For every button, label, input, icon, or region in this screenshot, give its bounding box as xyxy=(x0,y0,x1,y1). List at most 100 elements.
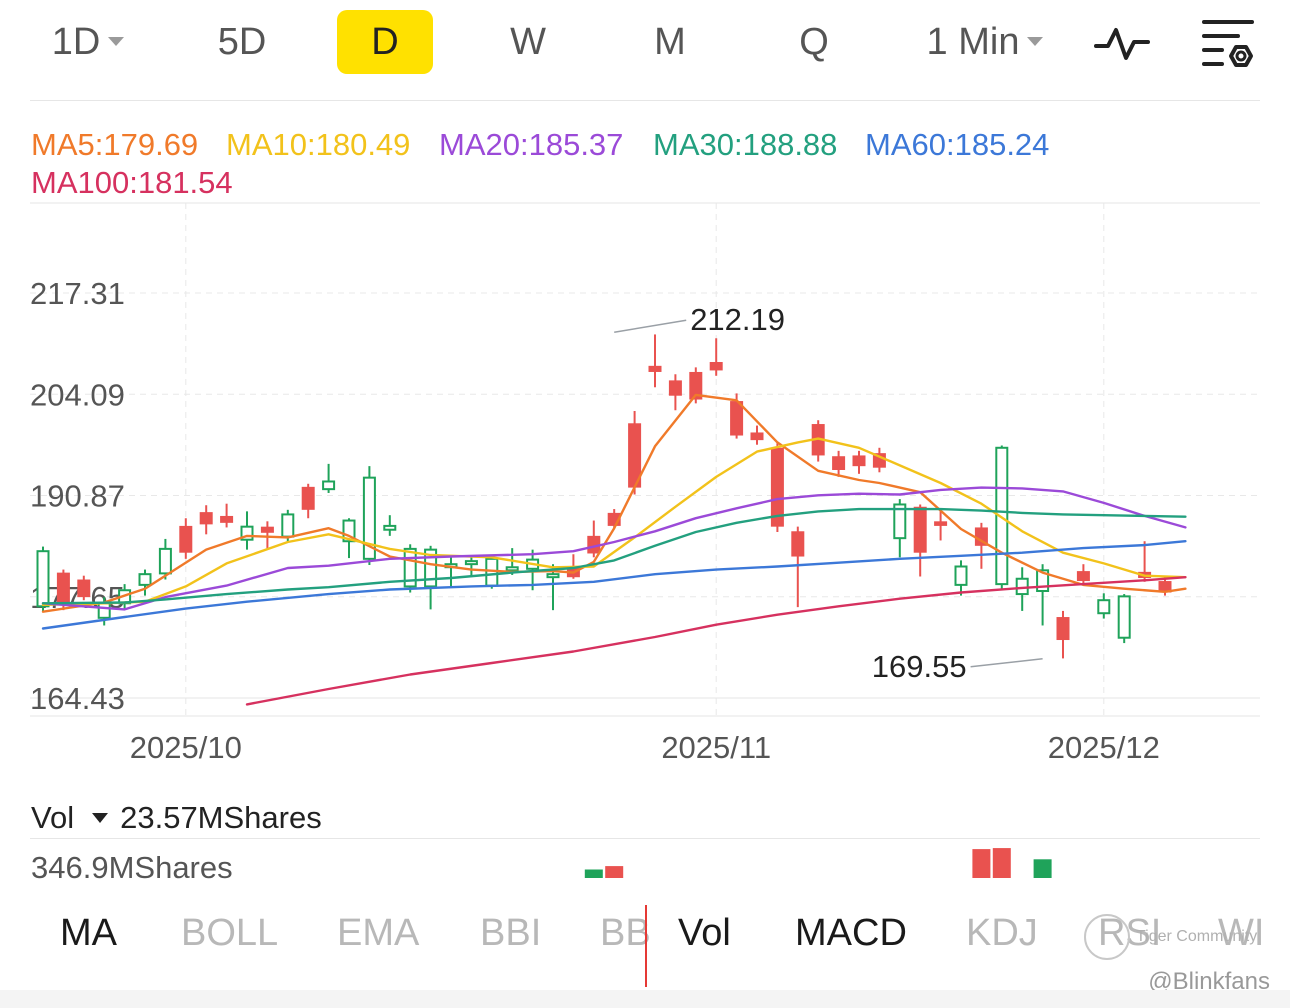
candle xyxy=(1097,593,1111,619)
candle xyxy=(362,466,376,565)
y-tick-label: 204.09 xyxy=(30,377,125,412)
candle-body xyxy=(505,566,519,572)
period-m[interactable]: M xyxy=(620,10,720,74)
tiger-community-logo-icon xyxy=(1084,914,1130,960)
candle-body xyxy=(689,371,703,400)
tab-boll[interactable]: BOLL xyxy=(181,912,279,954)
candle-body xyxy=(138,573,152,586)
candle-body xyxy=(301,486,315,510)
candle xyxy=(770,443,784,533)
candle-body xyxy=(1076,571,1090,582)
candle xyxy=(750,425,764,445)
candle-body xyxy=(893,503,907,540)
chevron-down-icon xyxy=(108,37,125,47)
annotation-high-label: 212.19 xyxy=(690,302,785,337)
period-1min[interactable]: 1 Min xyxy=(910,10,1060,74)
ma20-label: MA20:185.37 xyxy=(439,127,624,162)
candle xyxy=(36,546,50,611)
watermark-community: Tiger Community xyxy=(1136,928,1258,945)
candle-body xyxy=(1036,569,1050,593)
candle-body xyxy=(240,525,254,541)
tab-ma[interactable]: MA xyxy=(60,912,117,954)
candle-body xyxy=(220,515,234,523)
candle-body xyxy=(342,519,356,543)
ma100-label: MA100:181.54 xyxy=(31,165,233,200)
candle-body xyxy=(546,573,560,579)
ma30-label: MA30:188.88 xyxy=(653,127,838,162)
tab-bb[interactable]: BB xyxy=(600,912,651,954)
candle-body xyxy=(77,579,91,598)
period-w[interactable]: W xyxy=(478,10,578,74)
period-1min-label: 1 Min xyxy=(926,21,1020,63)
chart-settings-icon[interactable] xyxy=(1200,16,1256,68)
candle xyxy=(199,505,213,535)
annotation-low-label: 169.55 xyxy=(872,649,967,684)
period-q[interactable]: Q xyxy=(764,10,864,74)
x-tick-label: 2025/10 xyxy=(130,730,242,765)
tab-wi[interactable]: WI xyxy=(1218,912,1265,954)
ma-line-ma60 xyxy=(41,540,1187,630)
indicator-tabs: MA BOLL EMA BBI BB Vol MACD KDJ RSI WI xyxy=(0,905,1290,965)
candle xyxy=(464,556,478,577)
candle xyxy=(77,575,91,601)
volume-bar xyxy=(992,848,1011,878)
candle-body xyxy=(383,524,397,531)
tab-ema[interactable]: EMA xyxy=(337,912,420,954)
candle xyxy=(872,447,886,473)
candle xyxy=(179,518,193,559)
volume-header[interactable]: Vol 23.57MShares xyxy=(31,800,322,836)
candle xyxy=(158,538,172,580)
volume-divider xyxy=(30,838,1260,839)
tab-group-divider xyxy=(645,905,647,987)
y-tick-label: 217.31 xyxy=(30,276,125,311)
tab-bbi[interactable]: BBI xyxy=(480,912,542,954)
annotation-leader xyxy=(614,319,687,333)
candle-body xyxy=(974,527,988,546)
period-d-label: D xyxy=(371,21,399,63)
tab-vol[interactable]: Vol xyxy=(678,912,731,954)
period-d[interactable]: D xyxy=(337,10,433,74)
candle-body xyxy=(424,548,438,588)
candle-body xyxy=(832,456,846,470)
candle-body xyxy=(1097,599,1111,615)
candle-body xyxy=(1158,581,1172,593)
candle-body xyxy=(97,602,111,619)
candle xyxy=(689,367,703,404)
ma5-label: MA5:179.69 xyxy=(31,127,199,162)
candle-body xyxy=(281,513,295,538)
candle-body xyxy=(485,557,499,587)
candle-body xyxy=(730,401,744,436)
candle xyxy=(587,520,601,558)
candle-body xyxy=(709,362,723,371)
ma10-label: MA10:180.49 xyxy=(226,127,411,162)
candle-body xyxy=(1117,595,1131,639)
tab-macd[interactable]: MACD xyxy=(795,912,907,954)
candle-body xyxy=(628,423,642,488)
ma-line-ma20 xyxy=(41,486,1187,611)
candle xyxy=(322,463,336,493)
candle xyxy=(240,511,254,550)
volume-bar xyxy=(1033,859,1052,878)
candle xyxy=(1117,594,1131,644)
period-m-label: M xyxy=(654,21,686,63)
candle xyxy=(954,560,968,596)
indicator-wave-icon[interactable] xyxy=(1094,18,1150,70)
y-tick-label: 164.43 xyxy=(30,681,125,716)
dropdown-triangle-icon xyxy=(92,812,109,823)
candle-body xyxy=(587,535,601,554)
period-5d[interactable]: 5D xyxy=(192,10,292,74)
candle-body xyxy=(648,365,662,372)
candle-body xyxy=(403,547,417,588)
candle-body xyxy=(362,476,376,560)
period-1d[interactable]: 1D xyxy=(38,10,138,74)
period-q-label: Q xyxy=(799,21,829,63)
volume-chart[interactable] xyxy=(0,838,1290,883)
candle xyxy=(832,450,846,477)
tab-kdj[interactable]: KDJ xyxy=(966,912,1038,954)
ma-line-ma100 xyxy=(245,576,1187,706)
candle xyxy=(1036,564,1050,626)
volume-current: 23.57MShares xyxy=(120,800,322,835)
candle xyxy=(913,504,927,577)
candle xyxy=(668,374,682,411)
